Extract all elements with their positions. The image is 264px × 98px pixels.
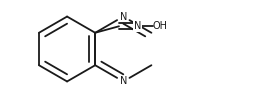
Text: N: N bbox=[120, 76, 127, 86]
Text: OH: OH bbox=[153, 21, 168, 31]
Text: N: N bbox=[120, 12, 127, 22]
Text: N: N bbox=[134, 21, 141, 31]
